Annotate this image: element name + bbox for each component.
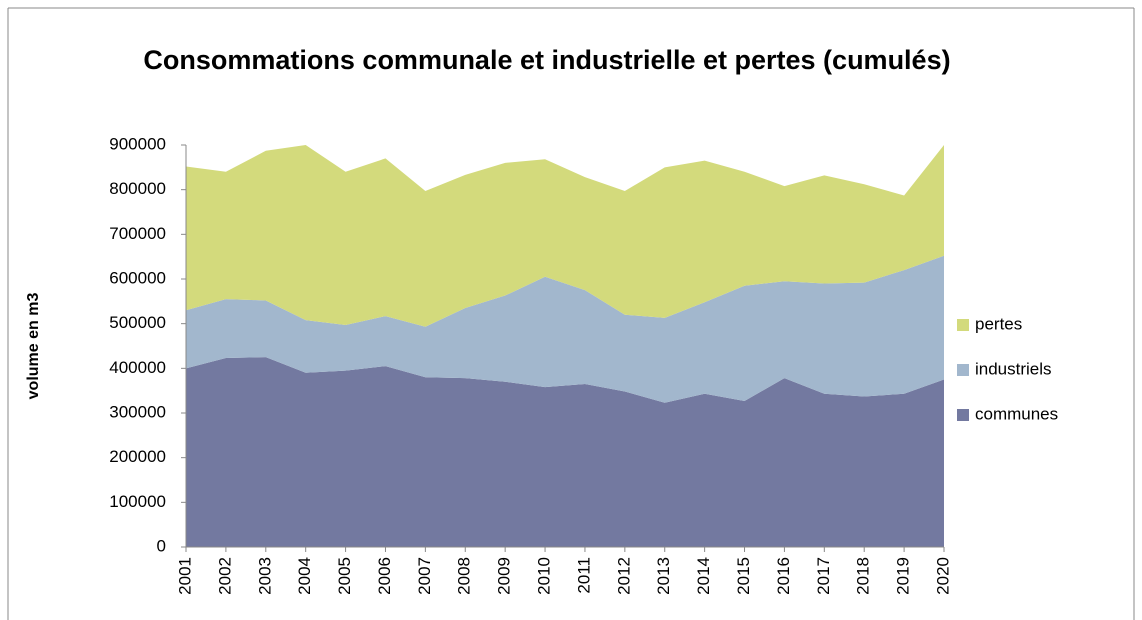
y-tick-label: 500000 xyxy=(109,313,166,332)
x-tick-label: 2013 xyxy=(654,557,673,595)
x-tick-label: 2009 xyxy=(495,557,514,595)
x-tick-label: 2008 xyxy=(455,557,474,595)
x-tick-label: 2014 xyxy=(694,557,713,595)
y-tick-label: 400000 xyxy=(109,358,166,377)
x-tick-label: 2011 xyxy=(574,557,593,594)
legend-label: industriels xyxy=(975,359,1052,378)
y-tick-label: 800000 xyxy=(109,179,166,198)
x-tick-label: 2003 xyxy=(255,557,274,595)
legend-label: pertes xyxy=(975,314,1022,333)
x-tick-label: 2019 xyxy=(894,557,913,595)
x-tick-label: 2017 xyxy=(814,557,833,595)
x-tick-label: 2002 xyxy=(215,557,234,595)
x-tick-label: 2012 xyxy=(614,557,633,595)
y-tick-label: 900000 xyxy=(109,134,166,153)
x-tick-label: 2001 xyxy=(175,557,194,595)
x-tick-label: 2016 xyxy=(774,557,793,595)
area xyxy=(186,357,944,547)
area xyxy=(186,145,944,327)
y-tick-label: 200000 xyxy=(109,447,166,466)
x-tick-label: 2015 xyxy=(734,557,753,595)
y-tick-label: 300000 xyxy=(109,402,166,421)
x-tick-label: 2004 xyxy=(295,557,314,595)
legend-swatch xyxy=(957,319,969,331)
x-tick-label: 2007 xyxy=(415,557,434,595)
chart-title: Consommations communale et industrielle … xyxy=(143,45,951,75)
y-tick-label: 0 xyxy=(157,536,166,555)
y-tick-label: 100000 xyxy=(109,492,166,511)
x-tick-label: 2018 xyxy=(854,557,873,595)
x-tick-label: 2010 xyxy=(535,557,554,595)
x-tick-label: 2006 xyxy=(375,557,394,595)
x-tick-label: 2005 xyxy=(335,557,354,595)
y-tick-label: 600000 xyxy=(109,268,166,287)
y-axis-label: volume en m3 xyxy=(25,293,42,400)
legend-swatch xyxy=(957,364,969,376)
y-tick-label: 700000 xyxy=(109,224,166,243)
legend-swatch xyxy=(957,409,969,421)
area xyxy=(186,255,944,403)
legend-label: communes xyxy=(975,404,1058,423)
x-tick-label: 2020 xyxy=(933,557,952,595)
